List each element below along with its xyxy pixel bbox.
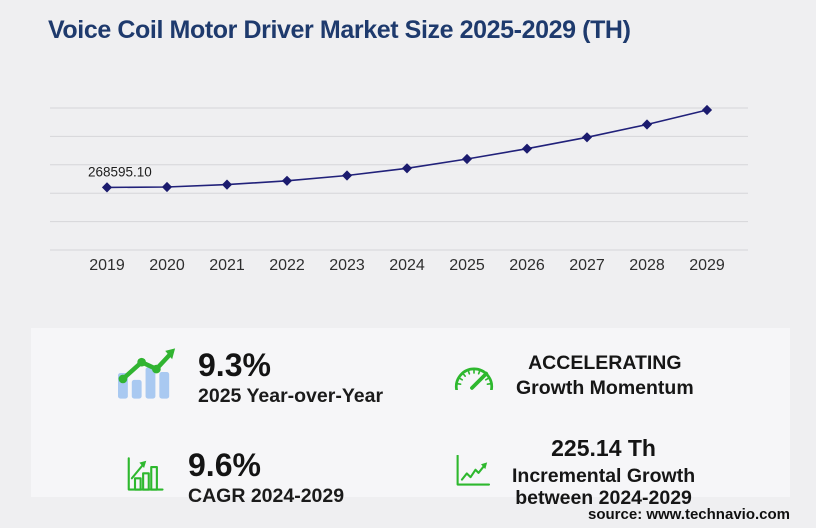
data-point-marker bbox=[701, 104, 713, 116]
data-point-marker bbox=[221, 179, 233, 190]
incremental-label-2: between 2024-2029 bbox=[515, 487, 692, 509]
x-axis-year-label: 2020 bbox=[149, 257, 185, 274]
point-label: 268595.10 bbox=[88, 164, 152, 179]
stat-cagr: 9.6% CAGR 2024-2029 bbox=[126, 447, 344, 508]
momentum-label: Growth Momentum bbox=[516, 376, 694, 399]
x-axis-year-label: 2024 bbox=[389, 257, 425, 274]
x-axis-year-label: 2029 bbox=[689, 257, 725, 274]
cagr-value: 9.6% bbox=[188, 447, 261, 483]
gauge-icon bbox=[454, 367, 494, 390]
data-point-marker bbox=[341, 170, 353, 181]
market-size-line-chart: 268595.10 2019 2020 2021 2022 2023 2024 2025 202… bbox=[50, 104, 748, 274]
yoy-value: 9.3% bbox=[198, 347, 271, 383]
data-point-marker bbox=[101, 182, 113, 193]
source-attribution: source: www.technavio.com bbox=[588, 506, 790, 523]
stat-incremental: 225.14 Th Incremental Growth between 202… bbox=[455, 434, 695, 509]
x-axis-year-label: 2025 bbox=[449, 257, 485, 274]
x-axis-year-label: 2019 bbox=[89, 257, 125, 274]
x-axis-year-label: 2026 bbox=[509, 257, 545, 274]
stat-yoy: 9.3% 2025 Year-over-Year bbox=[118, 347, 383, 408]
yoy-label: 2025 Year-over-Year bbox=[198, 385, 384, 407]
data-point-marker bbox=[521, 143, 533, 154]
x-axis-year-label: 2022 bbox=[269, 257, 305, 274]
bar-chart-trend-up-icon bbox=[118, 348, 176, 399]
growth-line-axes-icon bbox=[456, 455, 491, 486]
stat-momentum: ACCELERATING Growth Momentum bbox=[452, 351, 694, 400]
incremental-value: 225.14 Th bbox=[551, 435, 656, 461]
page-title: Voice Coil Motor Driver Market Size 2025… bbox=[48, 16, 631, 44]
momentum-value: ACCELERATING bbox=[528, 352, 682, 374]
data-point-marker bbox=[461, 153, 473, 165]
bar-chart-arrow-icon bbox=[127, 457, 164, 491]
incremental-label-1: Incremental Growth bbox=[512, 465, 696, 487]
cagr-label: CAGR 2024-2029 bbox=[188, 485, 345, 507]
data-point-marker bbox=[641, 119, 653, 130]
x-axis-year-label: 2027 bbox=[569, 257, 605, 274]
data-point-marker bbox=[281, 175, 293, 186]
x-axis-year-label: 2028 bbox=[629, 257, 665, 274]
series-line bbox=[106, 109, 708, 189]
x-axis-year-label: 2023 bbox=[329, 257, 365, 274]
data-point-marker bbox=[161, 181, 173, 193]
x-axis-year-label: 2021 bbox=[209, 257, 245, 274]
data-point-marker bbox=[581, 132, 593, 143]
